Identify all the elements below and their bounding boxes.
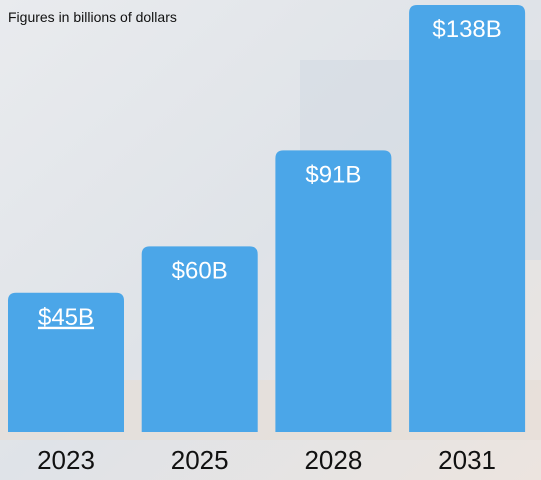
bar: [409, 5, 525, 432]
x-tick-label: 2031: [438, 445, 496, 475]
bar: [275, 150, 391, 432]
chart: Figures in billions of dollars $45B 2023 $…: [0, 0, 541, 480]
value-label: $91B: [305, 161, 361, 188]
value-label: $60B: [172, 257, 228, 284]
x-tick-label: 2023: [37, 445, 95, 475]
value-label: $138B: [432, 16, 501, 43]
x-tick-label: 2025: [171, 445, 229, 475]
value-label[interactable]: $45B: [38, 304, 94, 331]
x-tick-label: 2028: [304, 445, 362, 475]
subtitle: Figures in billions of dollars: [8, 9, 177, 25]
